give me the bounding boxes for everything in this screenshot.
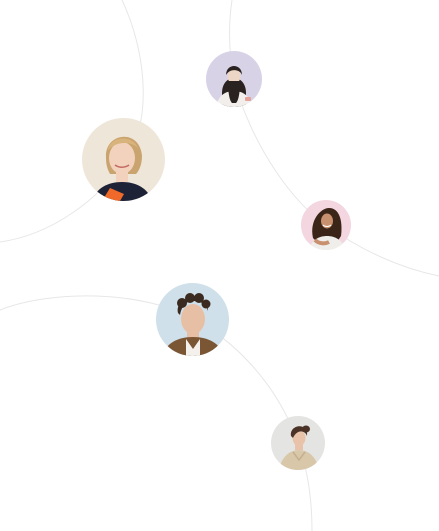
person-portrait-icon <box>301 200 351 250</box>
person-portrait-icon <box>271 416 325 470</box>
person-portrait-icon <box>156 283 229 356</box>
connection-line <box>0 295 313 531</box>
avatar-person-2[interactable] <box>82 118 165 201</box>
person-portrait-icon <box>206 51 262 107</box>
person-portrait-icon <box>82 118 165 201</box>
avatar-person-1[interactable] <box>206 51 262 107</box>
avatar-person-4[interactable] <box>156 283 229 356</box>
avatar-person-3[interactable] <box>301 200 351 250</box>
avatar-person-5[interactable] <box>271 416 325 470</box>
